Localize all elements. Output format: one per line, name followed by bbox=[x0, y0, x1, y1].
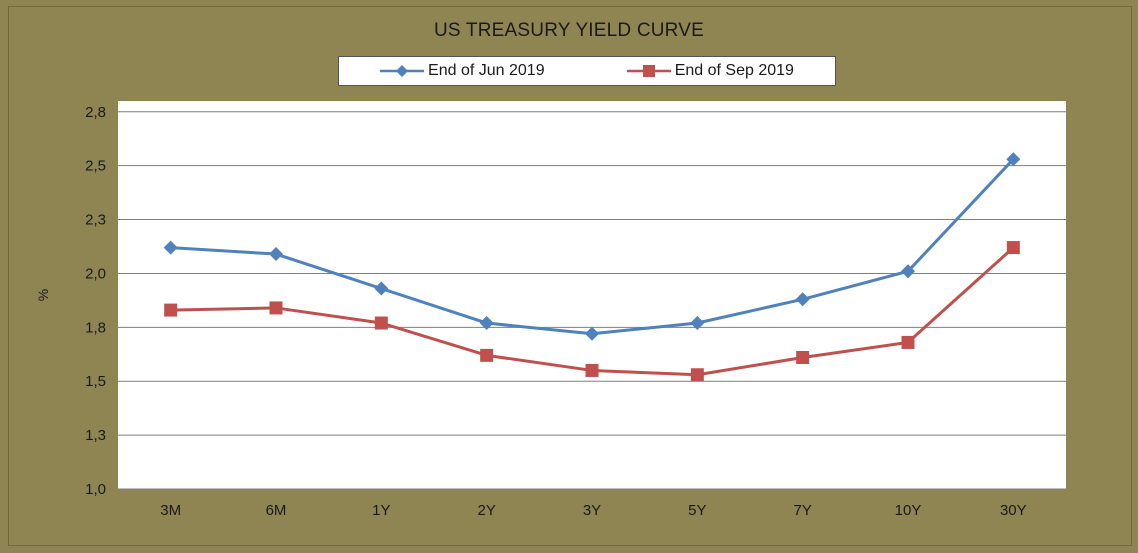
chart-title: US TREASURY YIELD CURVE bbox=[434, 20, 704, 41]
data-point bbox=[585, 326, 599, 341]
legend: End of Jun 2019 End of Sep 2019 bbox=[338, 56, 836, 86]
x-tick-label: 30Y bbox=[1000, 502, 1027, 519]
y-tick-label: 2,5 bbox=[85, 158, 106, 175]
x-tick-label: 3M bbox=[160, 502, 181, 519]
legend-label-sep: End of Sep 2019 bbox=[674, 62, 794, 79]
data-point bbox=[901, 335, 915, 349]
x-tick-label: 1Y bbox=[372, 502, 390, 519]
y-tick-label: 1,5 bbox=[85, 373, 106, 390]
data-point bbox=[164, 303, 178, 317]
data-point bbox=[901, 264, 915, 279]
y-tick-label: 1,0 bbox=[85, 481, 106, 498]
data-point bbox=[163, 240, 178, 255]
x-tick-label: 10Y bbox=[895, 502, 922, 519]
data-point bbox=[479, 316, 494, 331]
legend-entry-jun: End of Jun 2019 bbox=[380, 62, 545, 80]
legend-swatch-sep bbox=[626, 65, 671, 77]
legend-label-jun: End of Jun 2019 bbox=[428, 62, 545, 79]
data-point bbox=[690, 368, 704, 382]
y-tick-label: 2,3 bbox=[85, 212, 106, 229]
data-point bbox=[796, 351, 810, 365]
x-tick-label: 3Y bbox=[583, 502, 601, 519]
data-point bbox=[480, 348, 494, 362]
x-tick-label: 6M bbox=[266, 502, 287, 519]
data-point bbox=[1006, 152, 1021, 167]
y-tick-label: 2,8 bbox=[85, 104, 106, 121]
x-tick-label: 7Y bbox=[793, 502, 811, 519]
plot-area bbox=[118, 101, 1066, 489]
data-point bbox=[1006, 241, 1020, 255]
data-point bbox=[795, 292, 810, 307]
data-point bbox=[690, 316, 705, 331]
data-point bbox=[269, 247, 283, 262]
data-point bbox=[269, 301, 283, 315]
y-tick-label: 1,3 bbox=[85, 427, 106, 444]
data-point bbox=[374, 281, 389, 296]
y-tick-label: 1,8 bbox=[85, 319, 106, 336]
data-point bbox=[374, 316, 388, 330]
y-tick-label: 2,0 bbox=[85, 265, 106, 282]
legend-swatch-jun bbox=[380, 65, 425, 77]
x-tick-label: 2Y bbox=[477, 502, 495, 519]
legend-entry-sep: End of Sep 2019 bbox=[626, 62, 794, 80]
data-point bbox=[585, 363, 599, 377]
y-axis-label: % bbox=[35, 289, 51, 301]
x-tick-label: 5Y bbox=[688, 502, 706, 519]
